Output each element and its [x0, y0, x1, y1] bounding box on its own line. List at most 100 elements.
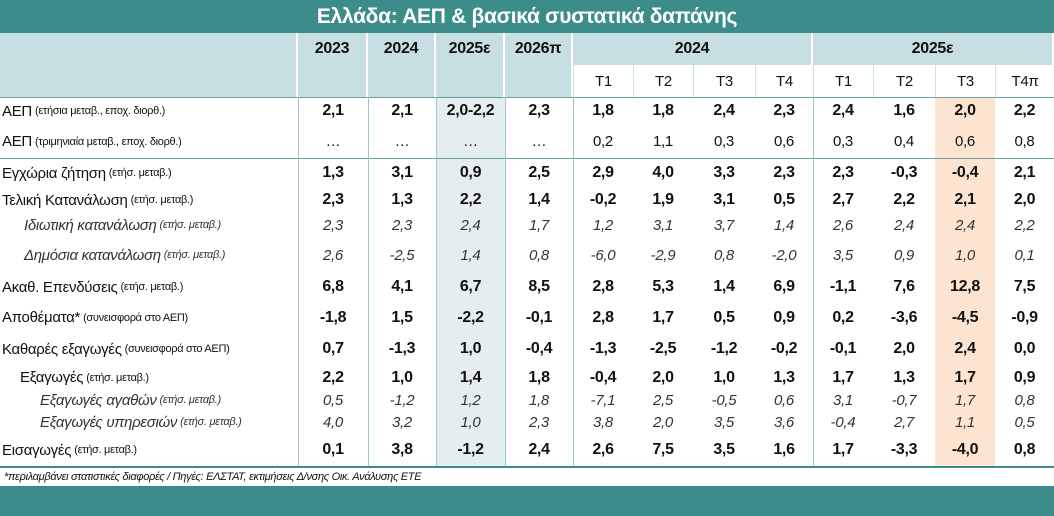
row-label: Ακαθ. Επενδύσεις (ετήσ. μεταβ.) — [2, 272, 298, 302]
value-cell: 3,2 — [392, 413, 412, 431]
value-cell: 7,5 — [1013, 278, 1036, 295]
row-separator — [0, 97, 1054, 98]
value-cell: 2,2 — [1013, 102, 1036, 119]
value-cell: 2,6 — [833, 216, 853, 234]
value-cell: 2,0 — [652, 368, 674, 386]
value-cell: 3,5 — [714, 413, 734, 431]
column-separator — [573, 97, 574, 466]
row-label-note: (συνεισφορά στο ΑΕΠ) — [124, 343, 230, 355]
value-cell: -0,9 — [1011, 308, 1038, 326]
value-cell: -0,2 — [589, 191, 617, 208]
value-cell: 0,5 — [323, 391, 343, 409]
row-label-text: Ακαθ. Επενδύσεις — [2, 278, 118, 296]
value-cell: 1,4 — [774, 216, 794, 234]
value-cell: 1,2 — [460, 391, 481, 409]
table-row: Καθαρές εξαγωγές (συνεισφορά στο ΑΕΠ) 0,7 -… — [0, 333, 1054, 365]
column-separator — [436, 97, 437, 466]
value-cell: 2,2 — [1014, 216, 1035, 234]
row-separator — [0, 158, 1054, 159]
value-cell: 2,9 — [592, 164, 614, 181]
row-label-note: (ετήσ. μεταβ.) — [180, 416, 242, 428]
value-cell: -0,5 — [711, 391, 737, 409]
table-row: Ιδιωτική κατανάλωση (ετήσ. μεταβ.) 2,3 2,3 2… — [0, 212, 1054, 238]
value-cell: 0,5 — [1014, 413, 1035, 431]
year-header: 2025ε — [436, 33, 505, 65]
row-label-note: (συνεισφορά στο ΑΕΠ) — [83, 311, 188, 324]
value-cell: -2,9 — [650, 246, 676, 264]
value-cell: -2,2 — [457, 308, 484, 326]
row-label-note: (ετήσ. μεταβ.) — [159, 219, 222, 231]
value-cell: -4,5 — [951, 308, 979, 326]
value-cell: 0,6 — [774, 391, 794, 409]
value-cell: 2,4 — [954, 340, 976, 357]
row-label-text: Τελική Κατανάλωση — [2, 191, 128, 209]
row-label-note: (ετήσ. μεταβ.) — [120, 281, 184, 293]
value-cell: 2,2 — [459, 191, 482, 208]
row-label-text: Αποθέματα* — [2, 309, 81, 326]
value-cell: -1,3 — [388, 340, 416, 357]
value-cell: 0,3 — [833, 133, 853, 150]
group-header: 2025ε — [813, 33, 1054, 65]
value-cell: 0,2 — [832, 308, 854, 326]
column-separator — [368, 97, 369, 466]
value-cell: 2,3 — [773, 102, 795, 119]
value-cell: -1,2 — [457, 441, 484, 458]
value-cell: 3,1 — [391, 164, 413, 181]
value-cell: 0,9 — [1013, 368, 1036, 386]
value-cell: 2,1 — [1013, 164, 1036, 181]
row-label: ΑΕΠ (τριμηνιαία μεταβ., εποχ. διορθ.) — [2, 125, 298, 158]
value-cell: 2,4 — [832, 102, 854, 119]
value-cell: 0,6 — [955, 133, 975, 150]
value-cell: 0,8 — [1013, 441, 1036, 458]
header-cell — [436, 65, 505, 97]
value-cell: 5,3 — [652, 278, 674, 295]
row-label-text: Δημόσια κατανάλωση — [24, 246, 161, 264]
value-cell: 0,5 — [713, 308, 735, 326]
header-cell — [368, 65, 436, 97]
value-cell: -2,5 — [649, 340, 677, 357]
row-label: Εξαγωγές (ετήσ. μεταβ.) — [20, 365, 298, 390]
row-label-text: Εγχώρια ζήτηση — [2, 164, 106, 182]
value-cell: 12,8 — [950, 278, 980, 295]
value-cell: 1,0 — [713, 368, 735, 386]
value-cell: -0,3 — [890, 164, 918, 181]
value-cell: 3,1 — [713, 191, 735, 208]
value-cell: 0,9 — [773, 308, 795, 326]
value-cell: 0,3 — [714, 133, 734, 150]
value-cell: -2,0 — [771, 246, 797, 264]
value-cell: 2,4 — [528, 441, 550, 458]
value-cell: 2,1 — [954, 191, 976, 208]
value-cell: 2,0 — [954, 102, 976, 119]
value-cell: 0,4 — [894, 133, 914, 150]
value-cell: 0,8 — [714, 246, 734, 264]
column-separator — [505, 97, 506, 466]
value-cell: 3,3 — [713, 164, 735, 181]
value-cell: -0,1 — [525, 308, 553, 326]
value-cell: 2,0-2,2 — [446, 102, 495, 119]
row-label-text: Εξαγωγές — [20, 369, 84, 386]
table-row: Αποθέματα* (συνεισφορά στο ΑΕΠ) -1,8 1,5 -2,… — [0, 302, 1054, 333]
value-cell: -0,4 — [525, 340, 553, 357]
value-cell: 2,6 — [592, 441, 614, 458]
value-cell: 2,7 — [832, 191, 854, 208]
value-cell: 6,9 — [773, 278, 795, 295]
value-cell: 1,7 — [832, 368, 854, 386]
value-cell: 2,4 — [894, 216, 914, 234]
value-cell: 1,8 — [528, 368, 550, 386]
value-cell: 2,8 — [592, 278, 614, 295]
value-cell: 2,3 — [392, 216, 412, 234]
group-header: 2024 — [573, 33, 813, 65]
row-label: Ιδιωτική κατανάλωση (ετήσ. μεταβ.) — [24, 212, 298, 238]
value-cell: 4,0 — [652, 164, 674, 181]
value-cell: 3,1 — [653, 216, 673, 234]
bottom-band — [0, 486, 1054, 516]
value-cell: -0,4 — [589, 368, 617, 386]
value-cell: 1,8 — [592, 102, 614, 119]
value-cell: 0,7 — [322, 340, 344, 357]
value-cell: 3,8 — [593, 413, 613, 431]
value-cell: 0,9 — [459, 164, 482, 181]
value-cell: 0,0 — [1013, 340, 1036, 357]
value-cell: 4,0 — [323, 413, 343, 431]
row-label-text: Εισαγωγές — [2, 441, 72, 459]
